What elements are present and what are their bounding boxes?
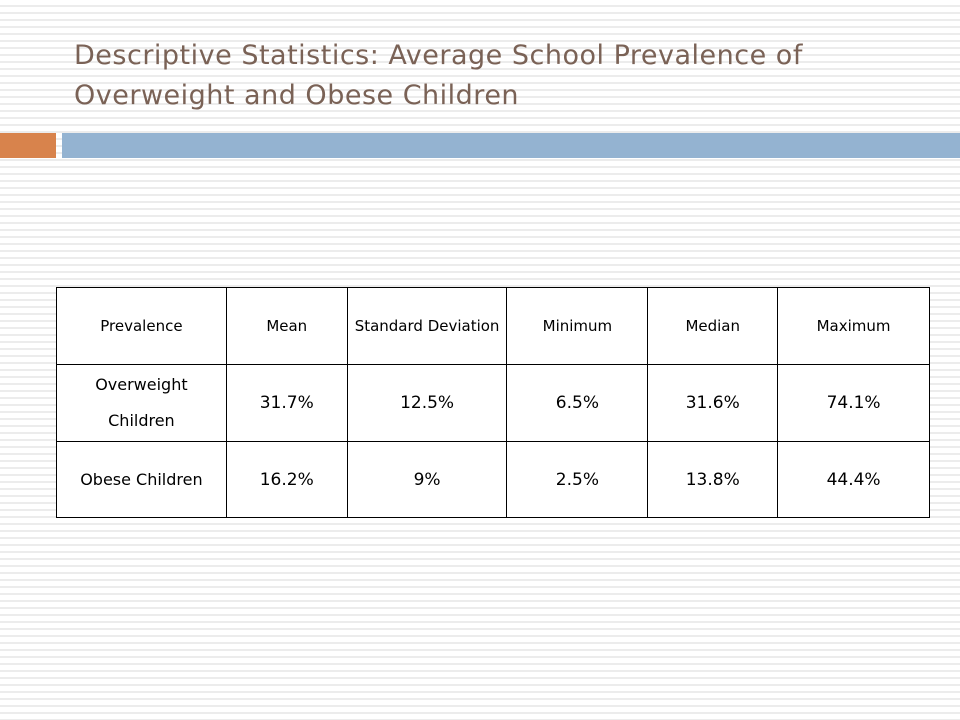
header-prevalence: Prevalence	[56, 287, 227, 365]
cell-obese-mean: 16.2%	[225, 441, 348, 518]
cell-obese-median: 13.8%	[647, 441, 779, 518]
cell-obese-min: 2.5%	[506, 441, 649, 518]
cell-obese-std: 9%	[346, 441, 508, 518]
header-median: Median	[647, 287, 779, 365]
header-standard-deviation: Standard Deviation	[346, 287, 508, 365]
descriptive-statistics-table: Prevalence Mean Standard Deviation Minim…	[56, 287, 930, 518]
cell-overweight-min: 6.5%	[506, 364, 649, 442]
title-accent-bar-blue	[62, 133, 960, 158]
table-row-overweight: Overweight Children 31.7% 12.5% 6.5% 31.…	[56, 364, 930, 442]
header-minimum: Minimum	[506, 287, 649, 365]
table-header-row: Prevalence Mean Standard Deviation Minim…	[56, 287, 930, 365]
cell-overweight-median: 31.6%	[647, 364, 779, 442]
table-row-obese: Obese Children 16.2% 9% 2.5% 13.8% 44.4%	[56, 441, 930, 518]
cell-overweight-max: 74.1%	[777, 364, 930, 442]
cell-obese-max: 44.4%	[777, 441, 930, 518]
cell-overweight-std: 12.5%	[346, 364, 508, 442]
slide-title: Descriptive Statistics: Average School P…	[74, 40, 803, 111]
row-label-overweight: Overweight Children	[56, 364, 227, 442]
cell-overweight-mean: 31.7%	[225, 364, 348, 442]
header-mean: Mean	[225, 287, 348, 365]
row-label-obese: Obese Children	[56, 441, 227, 518]
title-accent-bar-orange	[0, 133, 56, 158]
header-maximum: Maximum	[777, 287, 930, 365]
